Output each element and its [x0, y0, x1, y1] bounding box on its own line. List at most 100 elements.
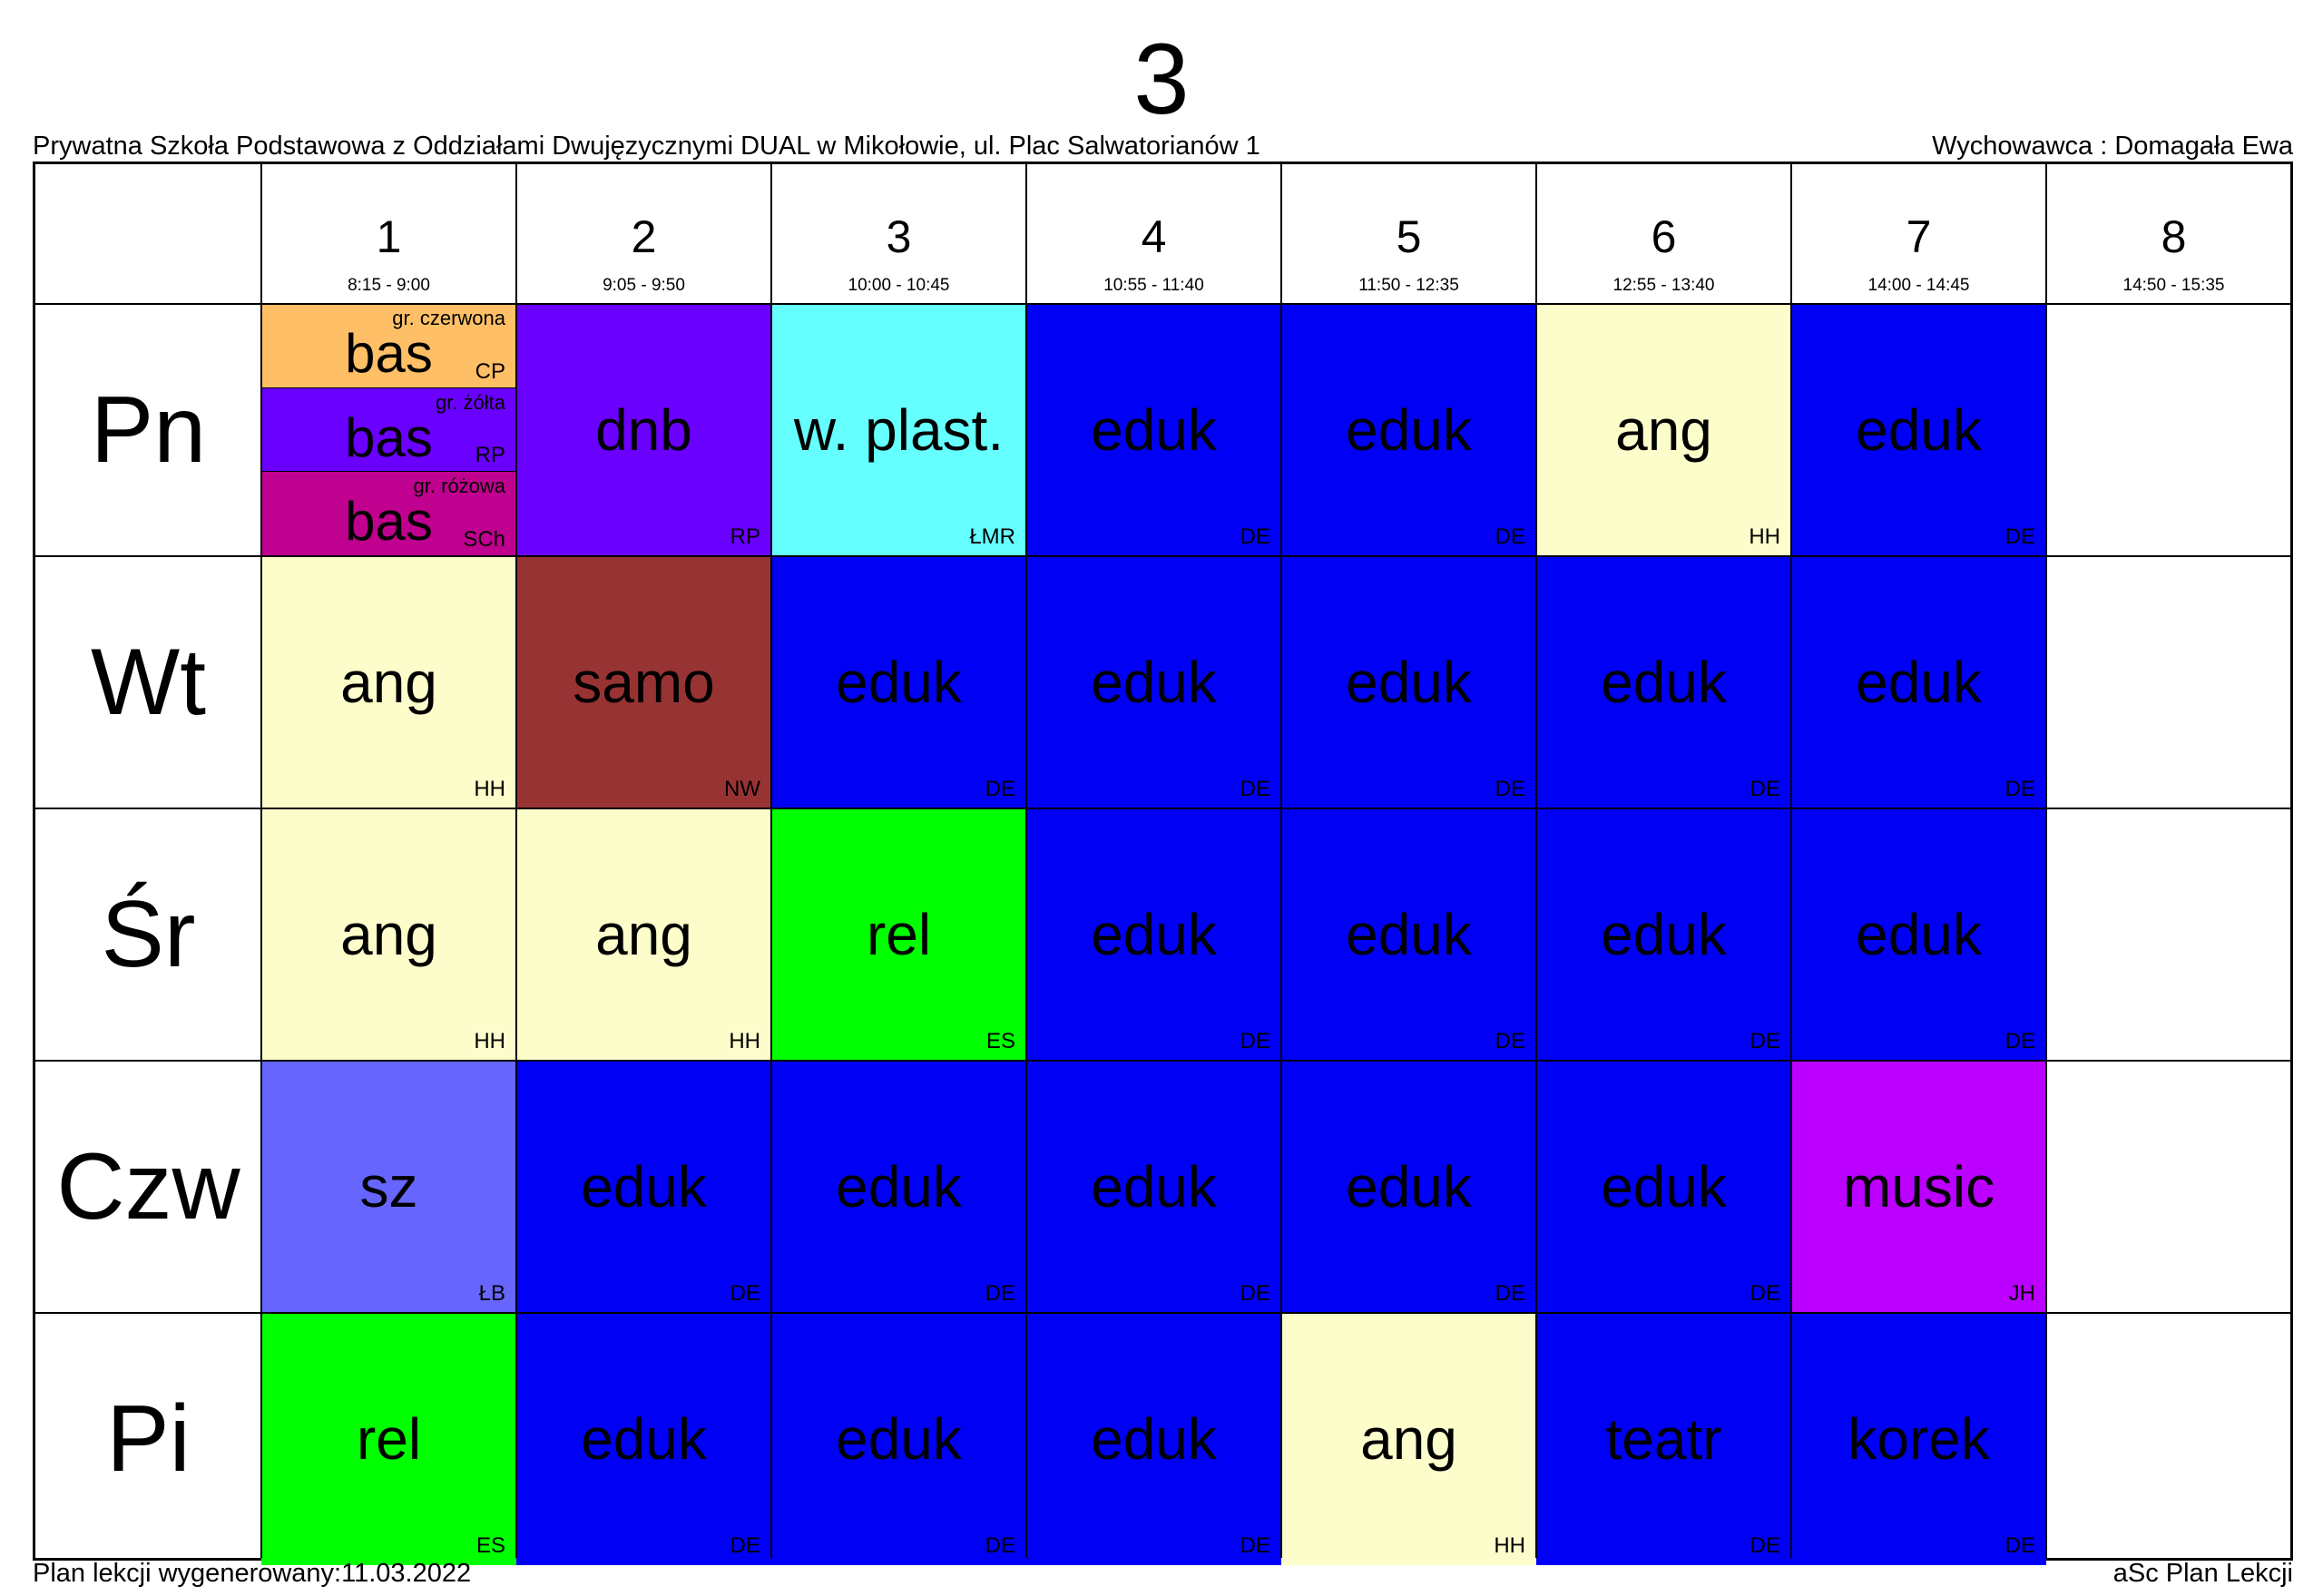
lesson-cell[interactable]: gr. czerwona bas CP gr. żółta bas RP gr. różow… [261, 304, 516, 556]
subject-label: eduk [1281, 304, 1536, 556]
period-header-4: 4 10:55 - 11:40 [1026, 164, 1281, 304]
empty-cell [2046, 556, 2301, 808]
lesson-cell[interactable]: eduk DE [771, 556, 1026, 808]
subject-label: samo [516, 556, 771, 808]
subject-label: ang [1281, 1313, 1536, 1565]
subject-label: eduk [1281, 808, 1536, 1061]
teacher-initials: DE [1495, 1282, 1525, 1306]
subject-label: eduk [1536, 808, 1791, 1061]
teacher-initials: ES [476, 1534, 505, 1558]
teacher-initials: DE [730, 1282, 760, 1306]
school-name: Prywatna Szkoła Podstawowa z Oddziałami … [33, 131, 1260, 162]
period-time: 8:15 - 9:00 [261, 276, 516, 296]
period-number: 7 [1791, 210, 2046, 264]
lesson-cell[interactable]: eduk DE [1281, 808, 1536, 1061]
lesson-cell[interactable]: korek DE [1791, 1313, 2046, 1565]
teacher-initials: DE [2005, 778, 2035, 801]
timetable-grid: 1 8:15 - 9:00 2 9:05 - 9:50 3 10:00 - 10:45 4 1… [33, 162, 2293, 1561]
subject-label: eduk [1026, 1061, 1281, 1313]
lesson-cell[interactable]: eduk DE [1536, 808, 1791, 1061]
lesson-cell[interactable]: rel ES [771, 808, 1026, 1061]
day-name: Czw [35, 1061, 261, 1313]
subject-label: eduk [1536, 1061, 1791, 1313]
row-divider [35, 1060, 2290, 1062]
column-divider [770, 164, 772, 1558]
subject-label: eduk [1791, 556, 2046, 808]
class-teacher: Wychowawca : Domagała Ewa [1932, 131, 2293, 162]
subject-label: ang [261, 556, 516, 808]
teacher-initials: DE [985, 1282, 1015, 1306]
lesson-cell[interactable]: eduk DE [1026, 556, 1281, 808]
lesson-cell[interactable]: teatr DE [1536, 1313, 1791, 1565]
lesson-cell[interactable]: eduk DE [771, 1313, 1026, 1565]
subject-label: music [1791, 1061, 2046, 1313]
lesson-cell[interactable]: ang HH [261, 556, 516, 808]
lesson-cell[interactable]: eduk DE [1536, 1061, 1791, 1313]
teacher-initials: DE [1750, 1534, 1780, 1558]
group-lesson[interactable]: gr. różowa bas SCh [261, 472, 516, 556]
teacher-initials: DE [2005, 1030, 2035, 1053]
lesson-cell[interactable]: ang HH [1536, 304, 1791, 556]
lesson-cell[interactable]: eduk DE [1791, 808, 2046, 1061]
lesson-cell[interactable]: eduk DE [771, 1061, 1026, 1313]
day-label-4: Czw [35, 1061, 261, 1313]
teacher-initials: ŁB [479, 1282, 505, 1306]
lesson-cell[interactable]: eduk DE [1026, 1061, 1281, 1313]
teacher-initials: DE [1495, 1030, 1525, 1053]
subject-label: sz [261, 1061, 516, 1313]
lesson-cell[interactable]: eduk DE [516, 1313, 771, 1565]
teacher-initials: DE [1240, 778, 1270, 801]
lesson-cell[interactable]: eduk DE [1791, 304, 2046, 556]
row-divider [35, 555, 2290, 557]
lesson-cell[interactable]: w. plast. ŁMR [771, 304, 1026, 556]
lesson-cell[interactable]: dnb RP [516, 304, 771, 556]
teacher-initials: ŁMR [969, 525, 1015, 549]
lesson-cell[interactable]: eduk DE [1281, 556, 1536, 808]
period-time: 10:00 - 10:45 [771, 276, 1026, 296]
lesson-cell[interactable]: samo NW [516, 556, 771, 808]
teacher-initials: HH [474, 1030, 505, 1053]
teacher-initials: DE [2005, 525, 2035, 549]
teacher-initials: DE [2005, 1534, 2035, 1558]
lesson-cell[interactable]: eduk DE [516, 1061, 771, 1313]
subject-label: rel [261, 1313, 516, 1565]
lesson-cell[interactable]: rel ES [261, 1313, 516, 1565]
lesson-cell[interactable]: eduk DE [1026, 1313, 1281, 1565]
teacher-initials: SCh [463, 528, 505, 552]
subject-label: eduk [1026, 808, 1281, 1061]
lesson-cell[interactable]: eduk DE [1026, 808, 1281, 1061]
period-time: 14:00 - 14:45 [1791, 276, 2046, 296]
lesson-cell[interactable]: eduk DE [1281, 1061, 1536, 1313]
teacher-initials: HH [1749, 525, 1780, 549]
lesson-cell[interactable]: ang HH [1281, 1313, 1536, 1565]
lesson-cell[interactable]: ang HH [261, 808, 516, 1061]
day-label-1: Pn [35, 304, 261, 556]
lesson-cell[interactable]: eduk DE [1536, 556, 1791, 808]
lesson-cell[interactable]: eduk DE [1281, 304, 1536, 556]
lesson-cell[interactable]: music JH [1791, 1061, 2046, 1313]
class-title: 3 [0, 25, 2323, 134]
subject-label: w. plast. [771, 304, 1026, 556]
day-name: Pi [35, 1313, 261, 1565]
lesson-cell[interactable]: eduk DE [1791, 556, 2046, 808]
lesson-cell[interactable]: sz ŁB [261, 1061, 516, 1313]
row-divider [35, 808, 2290, 809]
period-number: 2 [516, 210, 771, 264]
subject-label: dnb [516, 304, 771, 556]
teacher-initials: DE [1240, 525, 1270, 549]
teacher-initials: DE [1240, 1282, 1270, 1306]
group-lesson[interactable]: gr. czerwona bas CP [261, 304, 516, 388]
day-label-5: Pi [35, 1313, 261, 1565]
lesson-cell[interactable]: eduk DE [1026, 304, 1281, 556]
subject-label: rel [771, 808, 1026, 1061]
lesson-cell[interactable]: ang HH [516, 808, 771, 1061]
app-name: aSc Plan Lekcji [2113, 1558, 2293, 1589]
group-lesson[interactable]: gr. żółta bas RP [261, 388, 516, 473]
subject-label: eduk [1026, 304, 1281, 556]
teacher-initials: DE [1495, 525, 1525, 549]
subject-label: ang [261, 808, 516, 1061]
teacher-initials: NW [724, 778, 760, 801]
period-time: 9:05 - 9:50 [516, 276, 771, 296]
subject-label: eduk [1281, 556, 1536, 808]
column-divider [1790, 164, 1792, 1558]
